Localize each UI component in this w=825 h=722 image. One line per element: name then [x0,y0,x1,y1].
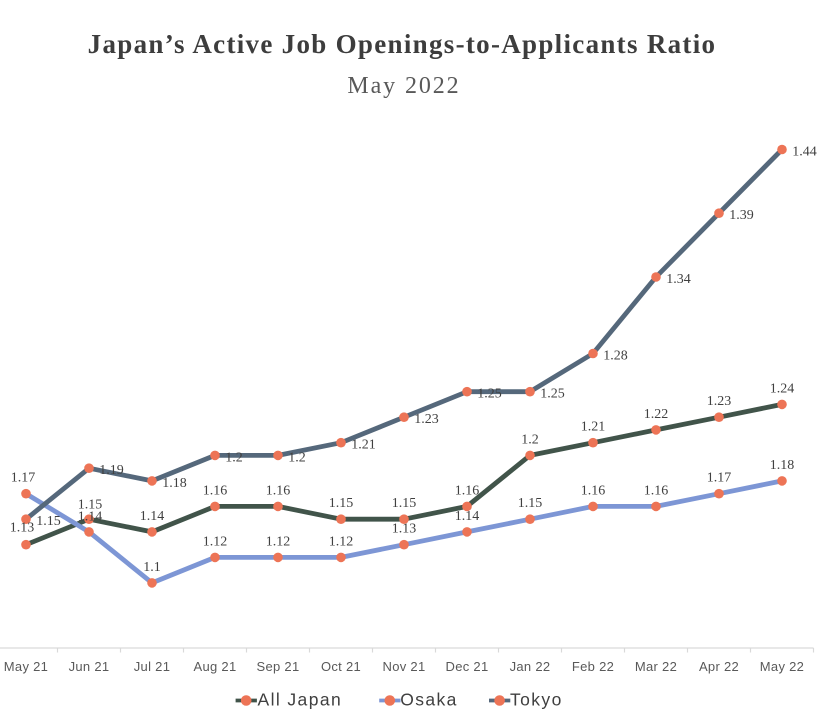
svg-text:1.34: 1.34 [666,272,691,287]
svg-text:1.18: 1.18 [770,458,795,473]
svg-text:Nov 21: Nov 21 [383,659,426,674]
svg-text:Sep 21: Sep 21 [256,659,299,674]
svg-text:1.24: 1.24 [770,381,795,396]
svg-text:1.16: 1.16 [203,483,228,498]
svg-text:Apr 22: Apr 22 [699,659,739,674]
svg-text:1.17: 1.17 [707,471,732,486]
svg-text:May 21: May 21 [4,659,48,674]
svg-text:May 2022: May 2022 [347,73,460,99]
svg-text:1.1: 1.1 [143,560,161,575]
svg-text:Oct 21: Oct 21 [321,659,361,674]
svg-text:1.2: 1.2 [225,450,243,465]
svg-text:1.23: 1.23 [707,394,732,409]
svg-text:1.2: 1.2 [521,432,539,447]
svg-text:1.39: 1.39 [729,208,754,223]
svg-text:1.15: 1.15 [392,496,417,511]
svg-text:1.25: 1.25 [540,387,565,402]
svg-text:1.25: 1.25 [477,387,502,402]
svg-text:1.12: 1.12 [266,534,291,549]
svg-text:1.21: 1.21 [581,420,606,435]
svg-text:May 22: May 22 [760,659,804,674]
svg-text:1.16: 1.16 [644,483,669,498]
svg-text:Dec 21: Dec 21 [446,659,489,674]
svg-text:1.16: 1.16 [266,483,291,498]
svg-text:1.15: 1.15 [36,514,61,529]
svg-text:1.23: 1.23 [414,412,439,427]
svg-text:1.28: 1.28 [603,349,628,364]
svg-text:Mar 22: Mar 22 [635,659,677,674]
svg-text:Jun 21: Jun 21 [69,659,110,674]
svg-text:1.15: 1.15 [329,496,354,511]
svg-text:1.13: 1.13 [10,520,35,535]
svg-text:1.14: 1.14 [140,509,165,524]
svg-text:1.2: 1.2 [288,450,306,465]
svg-text:1.13: 1.13 [392,522,417,537]
svg-text:1.16: 1.16 [581,483,606,498]
svg-text:1.21: 1.21 [351,438,376,453]
svg-text:1.17: 1.17 [11,471,36,486]
svg-text:Jan 22: Jan 22 [510,659,551,674]
svg-text:Tokyo: Tokyo [510,690,563,710]
svg-text:All Japan: All Japan [258,690,343,710]
svg-text:1.15: 1.15 [518,496,543,511]
svg-text:Aug 21: Aug 21 [193,659,236,674]
svg-text:Osaka: Osaka [400,690,458,710]
svg-text:1.12: 1.12 [329,534,354,549]
svg-text:1.16: 1.16 [455,483,480,498]
svg-text:1.15: 1.15 [78,497,103,512]
svg-text:1.22: 1.22 [644,407,669,422]
svg-text:1.44: 1.44 [792,145,817,160]
svg-text:Japan’s Active Job Openings-to: Japan’s Active Job Openings-to-Applicant… [88,29,717,59]
svg-text:Jul 21: Jul 21 [134,659,171,674]
svg-text:1.19: 1.19 [99,463,124,478]
svg-text:Feb 22: Feb 22 [572,659,614,674]
svg-text:1.18: 1.18 [162,476,187,491]
svg-text:1.14: 1.14 [78,510,103,525]
svg-text:1.14: 1.14 [455,509,480,524]
svg-text:1.12: 1.12 [203,534,228,549]
